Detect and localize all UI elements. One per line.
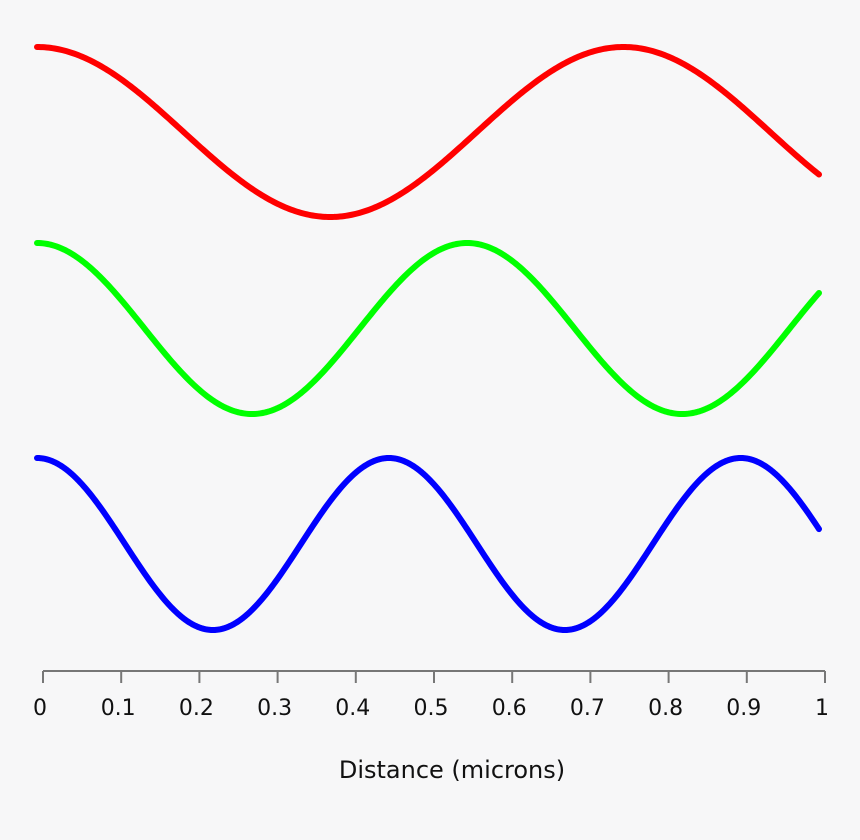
x-tick-label: 1 bbox=[815, 696, 829, 721]
x-tick-label: 0.4 bbox=[335, 696, 370, 721]
wave-series-1 bbox=[34, 44, 822, 220]
x-tick-label: 0.5 bbox=[414, 696, 449, 721]
x-tick-label: 0.2 bbox=[179, 696, 214, 721]
x-tick-label: 0.6 bbox=[492, 696, 527, 721]
x-tick-label: 0.1 bbox=[101, 696, 136, 721]
x-tick-label: 0.7 bbox=[570, 696, 605, 721]
wave-series-3 bbox=[34, 455, 822, 633]
x-axis: 0 0.1 0.2 0.3 0.4 0.5 0.6 0.7 0.8 0.9 1 bbox=[33, 670, 829, 721]
x-tick-label: 0.9 bbox=[726, 696, 761, 721]
x-axis-title: Distance (microns) bbox=[339, 756, 565, 784]
x-tick-label: 0.8 bbox=[648, 696, 683, 721]
x-tick-label: 0.3 bbox=[257, 696, 292, 721]
plot-area bbox=[34, 44, 822, 633]
wave-series-2 bbox=[34, 240, 822, 417]
x-tick-label: 0 bbox=[33, 696, 47, 721]
